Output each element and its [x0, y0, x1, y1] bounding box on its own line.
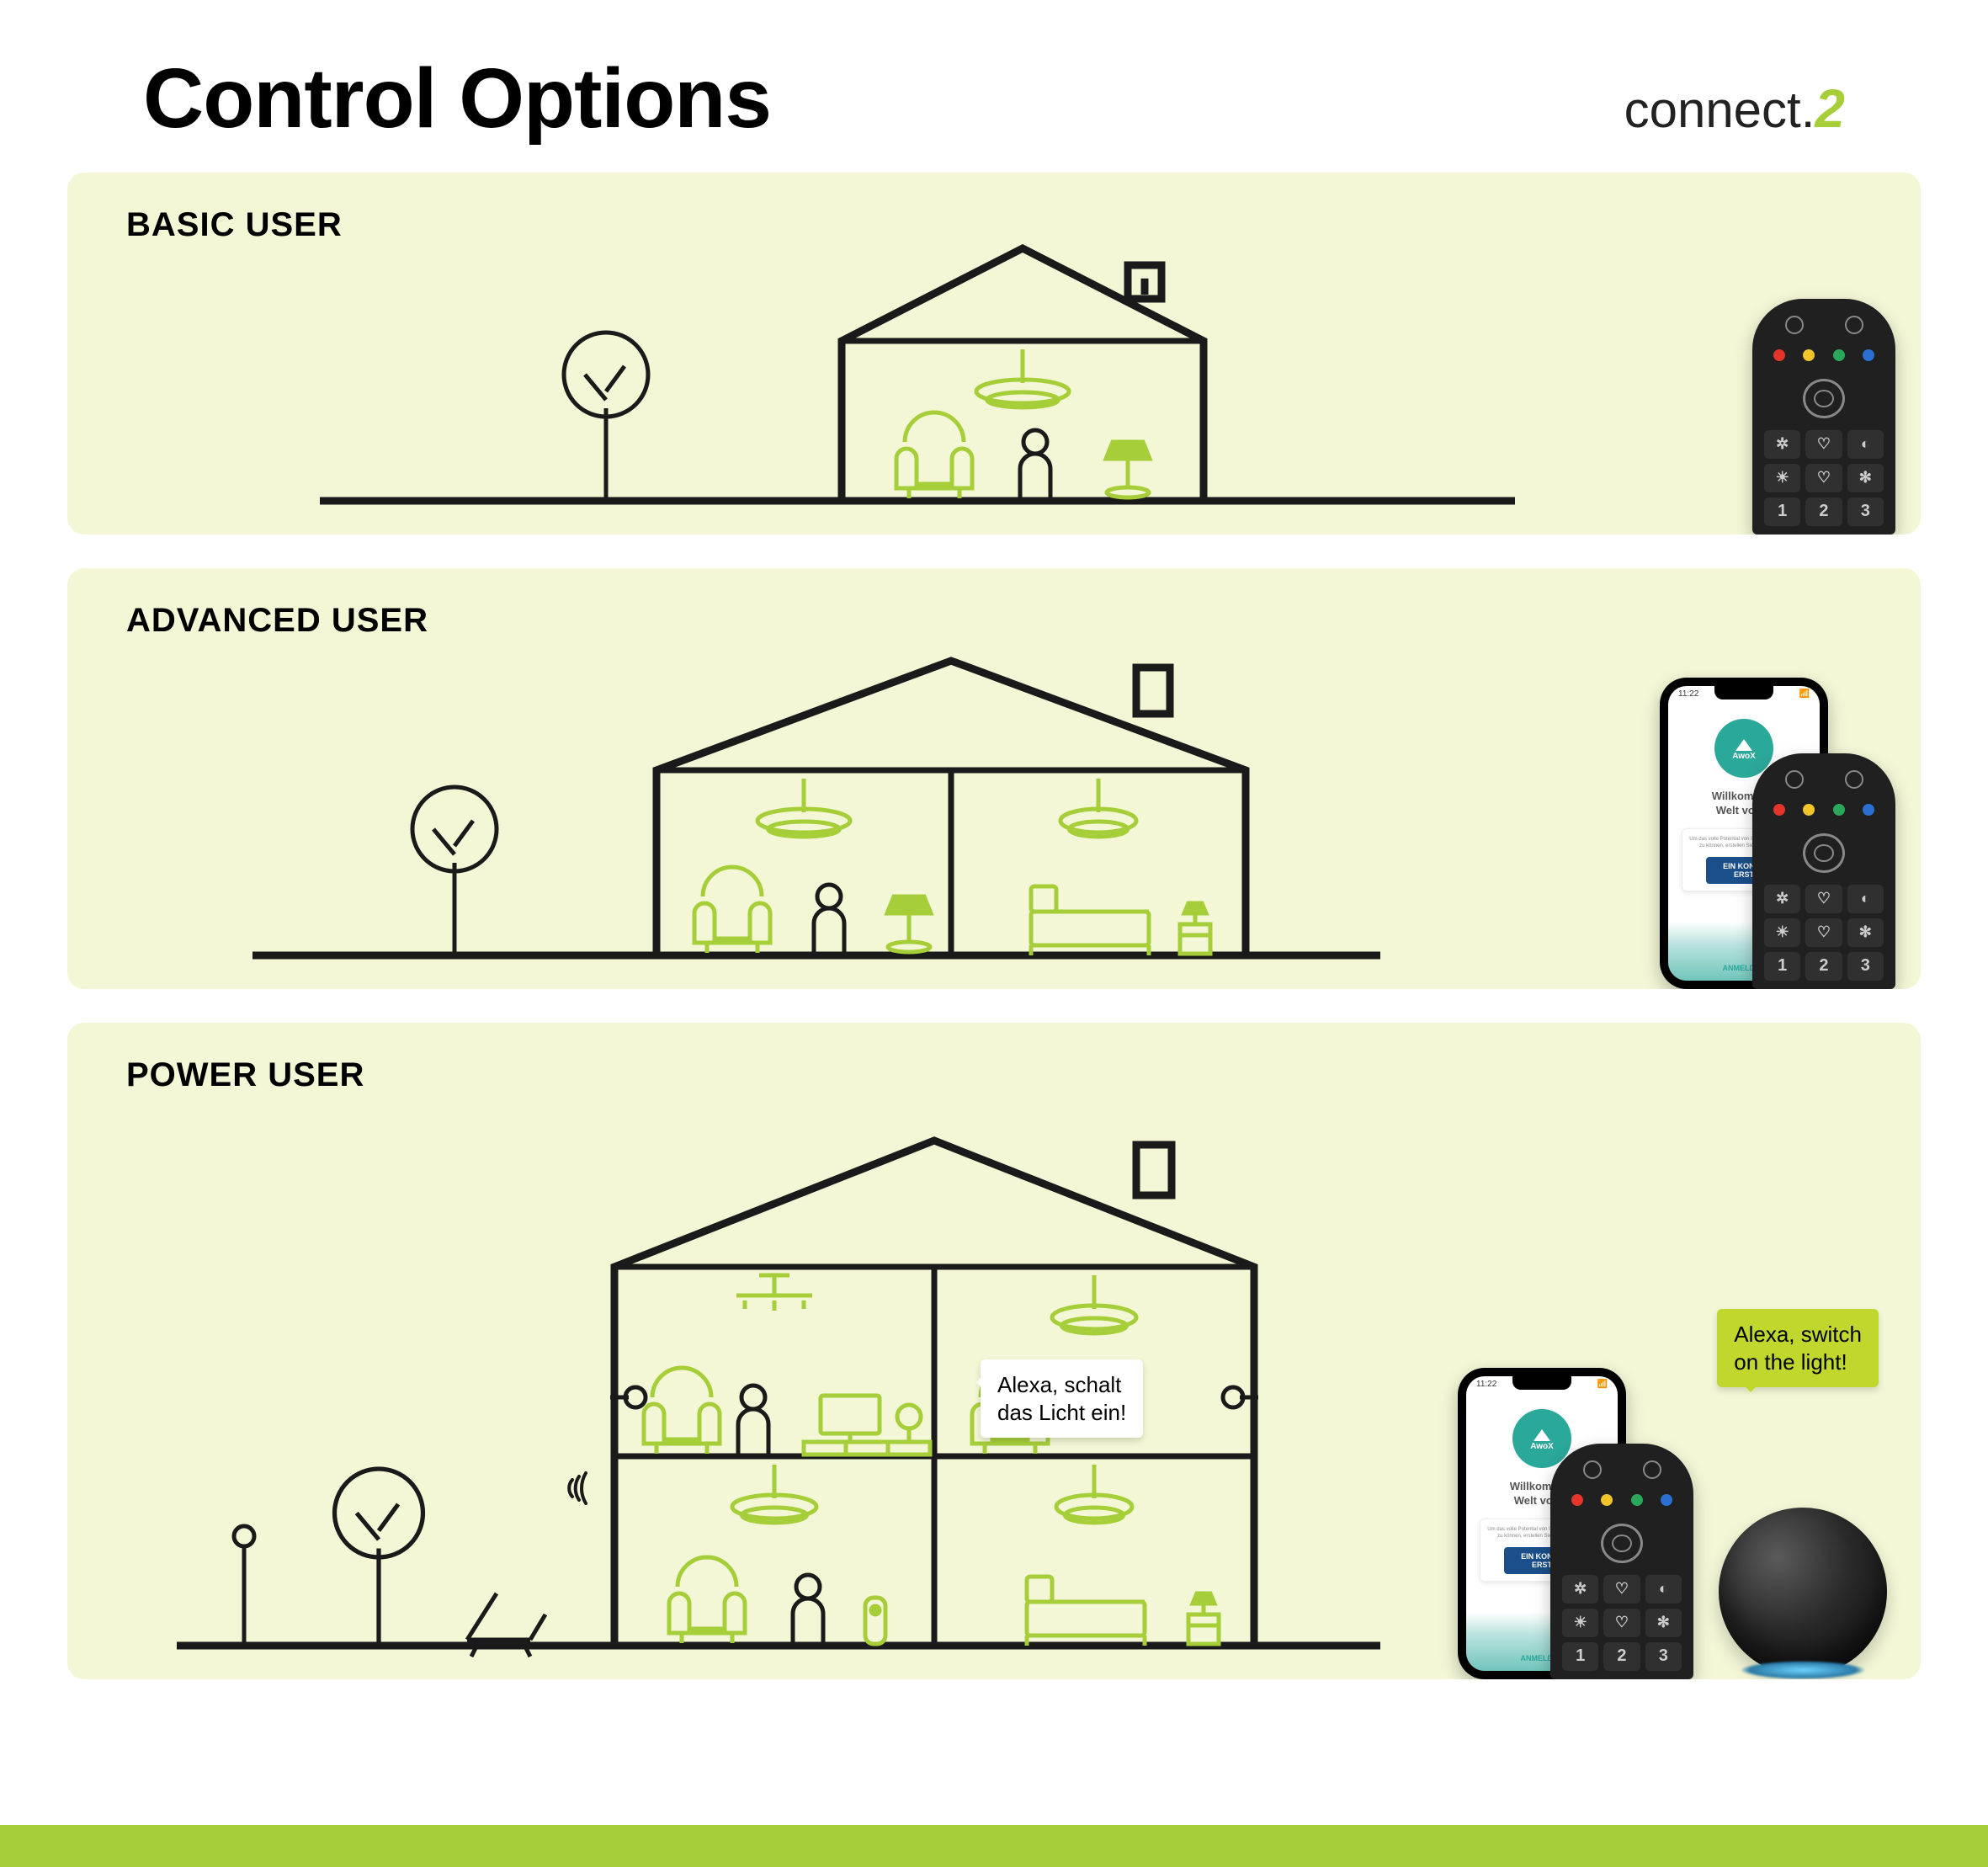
color-led: [1863, 349, 1874, 361]
favorite-icon: ♡: [1805, 430, 1842, 459]
snow-icon: ✻: [1847, 464, 1884, 492]
tier-label: POWER USER: [126, 1056, 364, 1094]
brightness-icon: ✲: [1562, 1575, 1598, 1604]
preset-3: 3: [1645, 1642, 1682, 1671]
tier-advanced: ADVANCED USER: [67, 568, 1921, 989]
brand-suffix: 2: [1815, 78, 1845, 139]
favorite-icon: ♡: [1805, 885, 1842, 913]
phone-time: 11:22: [1476, 1380, 1496, 1389]
info-icon: [1643, 1460, 1661, 1479]
favorite-icon: ♡: [1603, 1609, 1640, 1637]
preset-2: 2: [1805, 497, 1842, 526]
footer-bar: [0, 1825, 1988, 1867]
color-led: [1863, 804, 1874, 816]
mode-icon: ◐: [1847, 885, 1884, 913]
page-title: Control Options: [143, 51, 771, 147]
remote-control: ✲ ♡ ◐ ☀ ♡ ✻ 123: [1550, 1444, 1693, 1679]
preset-1: 1: [1562, 1642, 1598, 1671]
tier-basic: BASIC USER: [67, 173, 1921, 535]
brightness-icon: ☀: [1562, 1609, 1598, 1637]
phone-time: 11:22: [1678, 689, 1698, 699]
color-led: [1601, 1494, 1613, 1506]
preset-3: 3: [1847, 952, 1884, 981]
info-icon: [1845, 316, 1863, 334]
mode-icon: ◐: [1645, 1575, 1682, 1604]
favorite-icon: ♡: [1603, 1575, 1640, 1604]
color-led: [1631, 1494, 1643, 1506]
power-icon: [1785, 770, 1804, 789]
dpad-icon: [1803, 833, 1845, 873]
signal-icon: 📶: [1597, 1380, 1608, 1389]
device-group: 11:22📶 AwoX WillkommenWelt von A Um das …: [1660, 678, 1895, 989]
brand-prefix: connect: [1624, 82, 1801, 138]
preset-2: 2: [1805, 952, 1842, 981]
mode-icon: ◐: [1847, 430, 1884, 459]
brand-dot: .: [1801, 82, 1815, 138]
info-icon: [1845, 770, 1863, 789]
preset-1: 1: [1764, 497, 1800, 526]
brightness-icon: ☀: [1764, 464, 1800, 492]
dpad-icon: [1601, 1524, 1643, 1563]
color-led: [1833, 349, 1845, 361]
color-led: [1833, 804, 1845, 816]
color-led: [1773, 349, 1785, 361]
brand-logo: connect.2: [1624, 77, 1845, 140]
color-led: [1803, 349, 1815, 361]
color-led: [1803, 804, 1815, 816]
power-icon: [1583, 1460, 1602, 1479]
user-speech-bubble: Alexa, schalt das Licht ein!: [981, 1359, 1143, 1438]
tier-label: BASIC USER: [126, 206, 343, 244]
alexa-speech-bubble: Alexa, switch on the light!: [1717, 1309, 1879, 1387]
favorite-icon: ♡: [1805, 918, 1842, 947]
smart-speaker: [1710, 1503, 1895, 1679]
brightness-icon: ✲: [1764, 885, 1800, 913]
preset-2: 2: [1603, 1642, 1640, 1671]
tier-label: ADVANCED USER: [126, 602, 428, 640]
remote-control: ✲ ♡ ◐ ☀ ♡ ✻ 123: [1752, 299, 1895, 535]
color-led: [1571, 1494, 1583, 1506]
preset-3: 3: [1847, 497, 1884, 526]
brightness-icon: ☀: [1764, 918, 1800, 947]
snow-icon: ✻: [1847, 918, 1884, 947]
remote-control: ✲ ♡ ◐ ☀ ♡ ✻ 123: [1752, 753, 1895, 989]
brightness-icon: ✲: [1764, 430, 1800, 459]
color-led: [1661, 1494, 1672, 1506]
device-group: 11:22📶 AwoX WillkommenWelt von A Um das …: [1458, 1368, 1895, 1679]
device-group: ✲ ♡ ◐ ☀ ♡ ✻ 123: [1752, 299, 1895, 535]
dpad-icon: [1803, 379, 1845, 418]
power-icon: [1785, 316, 1804, 334]
tier-power: POWER USER: [67, 1023, 1921, 1679]
color-led: [1773, 804, 1785, 816]
snow-icon: ✻: [1645, 1609, 1682, 1637]
signal-icon: 📶: [1799, 689, 1810, 699]
favorite-icon: ♡: [1805, 464, 1842, 492]
preset-1: 1: [1764, 952, 1800, 981]
